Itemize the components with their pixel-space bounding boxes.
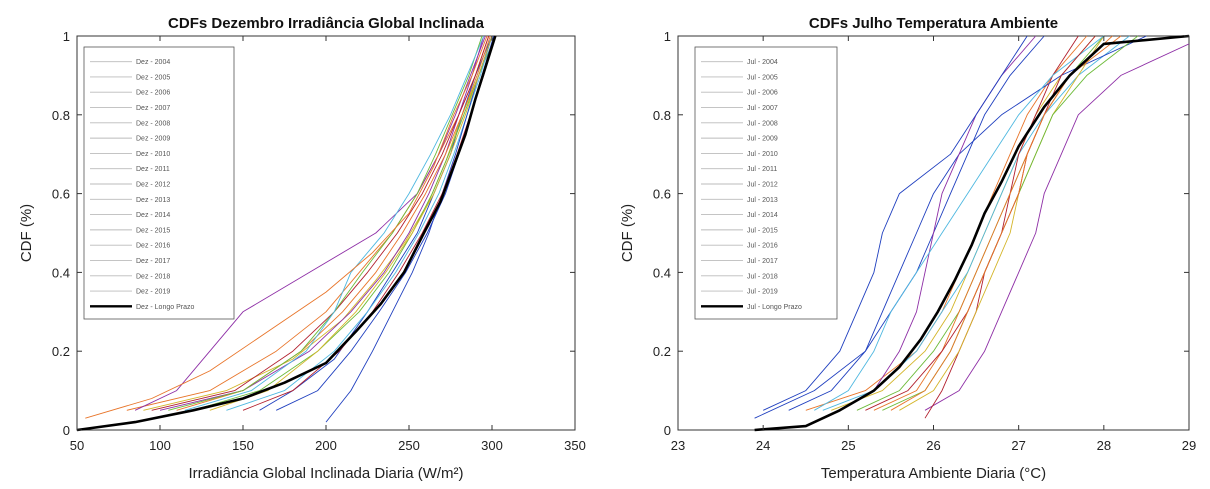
y-tick-label-4: 0.8 xyxy=(653,108,671,123)
chart-title: CDFs Julho Temperatura Ambiente xyxy=(809,15,1058,32)
x-tick-label-3: 26 xyxy=(926,438,940,453)
legend-entry-13: Jul - 2017 xyxy=(747,258,778,265)
legend-entry-1: Jul - 2005 xyxy=(747,74,778,81)
legend-entry-1: Dez - 2005 xyxy=(136,74,170,81)
legend-entry-5: Jul - 2009 xyxy=(747,136,778,143)
legend-entry-7: Dez - 2011 xyxy=(136,166,170,173)
series-line-15 xyxy=(85,35,488,419)
x-tick-label-1: 24 xyxy=(756,438,770,453)
series-line-9 xyxy=(899,35,1105,411)
y-tick-label-3: 0.6 xyxy=(653,187,671,202)
series-line-6 xyxy=(151,35,490,411)
y-tick-label-1: 0.2 xyxy=(52,344,70,359)
legend-entry-2: Jul - 2006 xyxy=(747,90,778,97)
chart-temperatura: 23 24 25 26 27 28 29 0 0.2 0.4 0.6 0.8 1 CDFs Julho T… xyxy=(619,15,1196,482)
legend-entry-5: Dez - 2009 xyxy=(136,136,170,143)
x-tick-label-2: 150 xyxy=(232,438,254,453)
y-tick-label-2: 0.4 xyxy=(653,265,671,280)
legend-entry-12: Dez - 2016 xyxy=(136,243,170,250)
y-tick-label-1: 0.2 xyxy=(653,344,671,359)
legend-entry-4: Jul - 2008 xyxy=(747,120,778,127)
y-tick-label-4: 0.8 xyxy=(52,108,70,123)
series-line-12 xyxy=(184,35,485,411)
legend-entry-13: Dez - 2017 xyxy=(136,258,170,265)
legend: Jul - 2004 Jul - 2005 Jul - 2006 Jul - 2007… xyxy=(694,46,838,320)
x-tick-label-1: 100 xyxy=(149,438,171,453)
legend-entry-2: Dez - 2006 xyxy=(136,90,170,97)
legend-entry-15: Jul - 2019 xyxy=(747,289,778,296)
legend-entry-4: Dez - 2008 xyxy=(136,120,170,127)
y-tick-label-5: 1 xyxy=(664,29,671,44)
legend: Dez - 2004 Dez - 2005 Dez - 2006 Dez - 2007… xyxy=(83,46,235,320)
x-tick-label-3: 200 xyxy=(315,438,337,453)
legend-entry-7: Jul - 2011 xyxy=(747,166,777,173)
x-axis-label: Irradiância Global Inclinada Diaria (W/m… xyxy=(188,465,463,482)
legend-entry-3: Dez - 2007 xyxy=(136,105,170,112)
legend-entry-10: Jul - 2014 xyxy=(747,212,778,219)
legend-entry-11: Jul - 2015 xyxy=(747,227,778,234)
legend-entry-14: Dez - 2018 xyxy=(136,273,170,280)
legend-entry-3: Jul - 2007 xyxy=(747,105,778,112)
y-axis-label: CDF (%) xyxy=(18,204,35,262)
legend-entry-10: Dez - 2014 xyxy=(136,212,170,219)
series-line-9 xyxy=(209,35,493,411)
legend-entry-12: Jul - 2016 xyxy=(747,243,778,250)
x-tick-label-2: 25 xyxy=(841,438,855,453)
series-line-12 xyxy=(814,35,1105,411)
series-line-16 xyxy=(754,34,1189,432)
series-line-15 xyxy=(890,35,1122,411)
y-tick-label-3: 0.6 xyxy=(52,187,70,202)
x-tick-label-4: 27 xyxy=(1011,438,1025,453)
legend-entry-16: Jul - Longo Prazo xyxy=(747,304,802,311)
legend-entry-8: Jul - 2012 xyxy=(747,182,778,189)
legend-entry-9: Dez - 2013 xyxy=(136,197,170,204)
chart-irradiancia: 50 100 150 200 250 300 350 0 0.2 0.4 0.6 0.8 1 CDFs D… xyxy=(18,15,586,482)
x-tick-label-5: 28 xyxy=(1097,438,1111,453)
series-group xyxy=(77,35,497,432)
series-line-11 xyxy=(168,35,483,411)
legend-entry-11: Dez - 2015 xyxy=(136,227,170,234)
legend-entry-8: Dez - 2012 xyxy=(136,182,170,189)
x-tick-label-6: 29 xyxy=(1182,438,1196,453)
series-line-5 xyxy=(226,35,493,411)
series-line-14 xyxy=(763,35,1028,411)
series-line-3 xyxy=(924,43,1189,411)
series-group xyxy=(754,34,1189,432)
legend-entry-0: Dez - 2004 xyxy=(136,59,170,66)
series-line-10 xyxy=(134,35,486,411)
legend-entry-15: Dez - 2019 xyxy=(136,289,170,296)
series-line-7 xyxy=(325,35,493,423)
series-line-16 xyxy=(77,35,497,432)
y-tick-label-2: 0.4 xyxy=(52,265,70,280)
x-tick-label-0: 50 xyxy=(70,438,84,453)
legend-entry-6: Jul - 2010 xyxy=(747,151,778,158)
legend-entry-6: Dez - 2010 xyxy=(136,151,170,158)
legend-entry-16: Dez - Longo Prazo xyxy=(136,304,194,311)
series-line-7 xyxy=(788,35,1147,411)
x-tick-label-5: 300 xyxy=(481,438,503,453)
series-line-2 xyxy=(143,35,493,411)
x-tick-label-6: 350 xyxy=(564,438,586,453)
legend-entry-0: Jul - 2004 xyxy=(747,59,778,66)
series-line-0 xyxy=(259,35,493,411)
x-tick-label-4: 250 xyxy=(398,438,420,453)
x-axis-label: Temperatura Ambiente Diaria (°C) xyxy=(821,465,1046,482)
chart-title: CDFs Dezembro Irradiância Global Inclina… xyxy=(168,15,485,32)
y-axis-label: CDF (%) xyxy=(619,204,636,262)
y-tick-label-0: 0 xyxy=(63,423,70,438)
legend-entry-9: Jul - 2013 xyxy=(747,197,778,204)
x-tick-label-0: 23 xyxy=(671,438,685,453)
y-tick-label-5: 1 xyxy=(63,29,70,44)
y-tick-label-0: 0 xyxy=(664,423,671,438)
legend-entry-14: Jul - 2018 xyxy=(747,273,778,280)
